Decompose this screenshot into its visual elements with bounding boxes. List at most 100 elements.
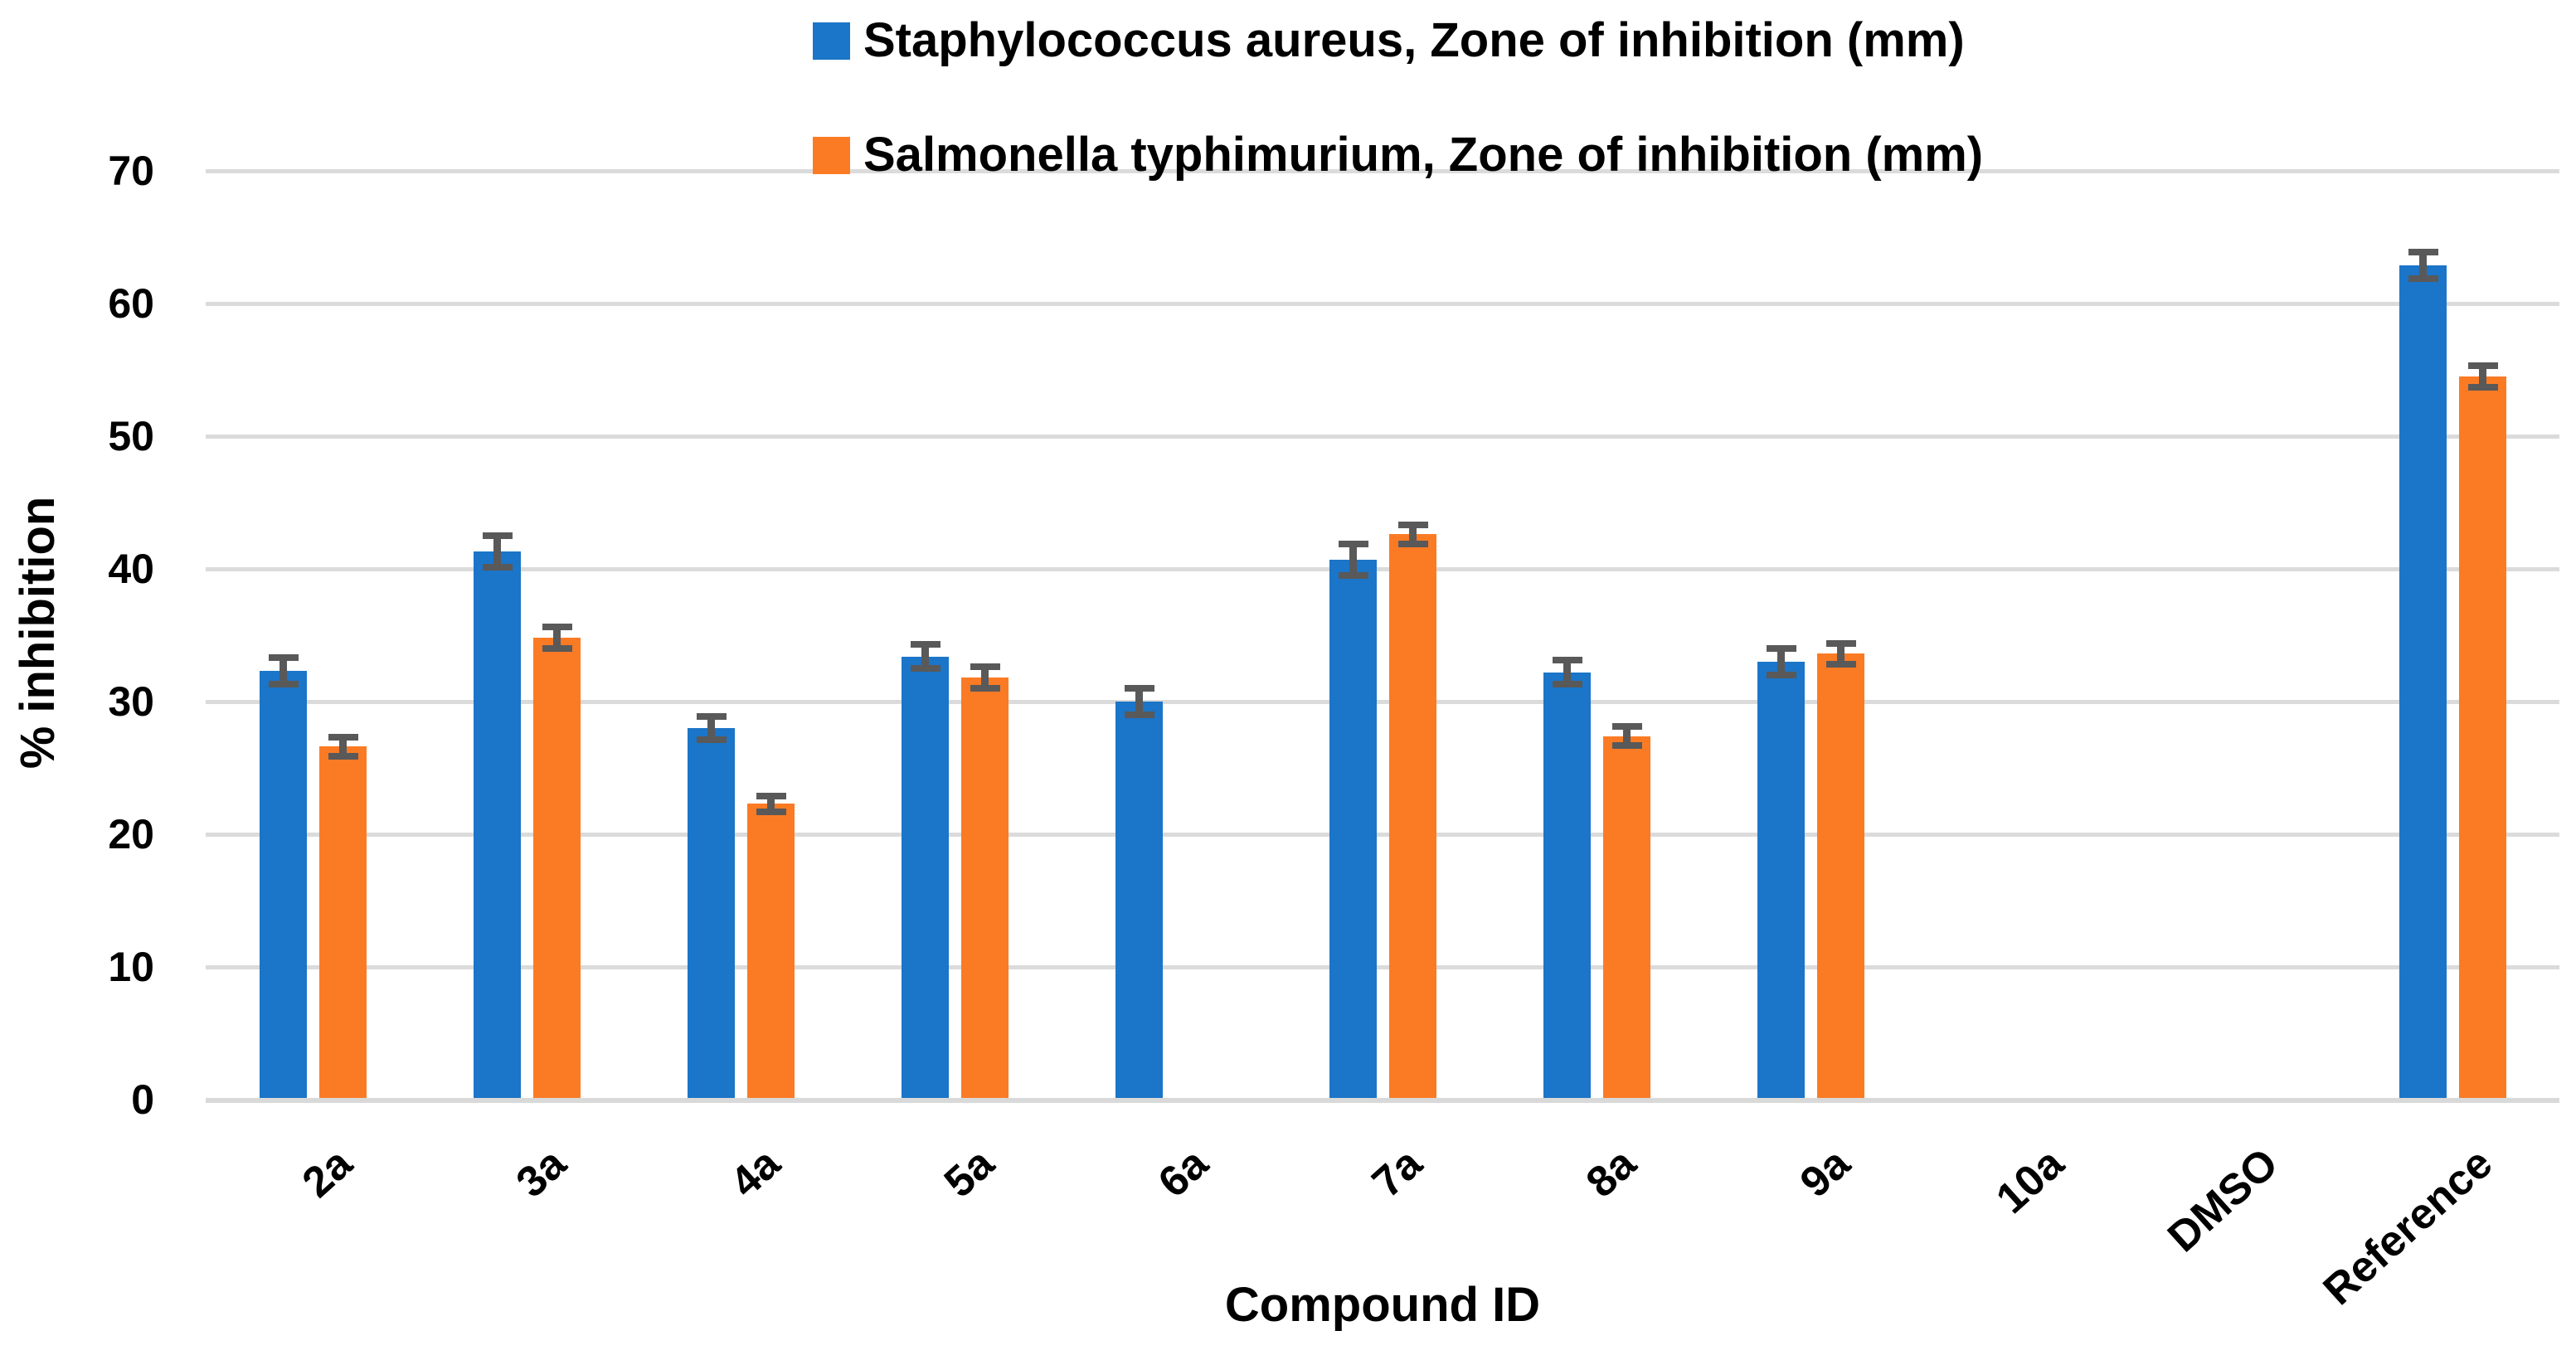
error-cap-bottom-staphylococcus-2a [268, 681, 299, 688]
gridline [206, 302, 2559, 306]
bar-staphylococcus-reference [2399, 265, 2447, 1098]
error-cap-bottom-salmonella-reference [2467, 383, 2498, 391]
bar-staphylococcus-5a [902, 656, 949, 1098]
x-axis-line [206, 1098, 2559, 1103]
bar-salmonella-5a [961, 678, 1009, 1098]
error-bar-salmonella-5a [981, 667, 989, 688]
error-cap-top-staphylococcus-5a [910, 641, 940, 648]
error-cap-bottom-staphylococcus-5a [910, 665, 940, 672]
error-bar-staphylococcus-6a [1135, 688, 1143, 715]
x-category-label-7a: 7a [1363, 1139, 1431, 1207]
error-bar-staphylococcus-5a [921, 644, 929, 668]
y-tick-label: 40 [108, 546, 154, 592]
error-cap-bottom-salmonella-3a [542, 645, 572, 652]
legend-item-staphylococcus: Staphylococcus aureus, Zone of inhibitio… [813, 17, 1965, 65]
bar-staphylococcus-3a [474, 551, 521, 1098]
bar-staphylococcus-6a [1115, 702, 1163, 1098]
x-category-label-8a: 8a [1577, 1139, 1645, 1207]
error-bar-salmonella-2a [339, 737, 347, 756]
bar-staphylococcus-8a [1543, 672, 1591, 1098]
bar-staphylococcus-9a [1757, 662, 1805, 1098]
error-cap-top-staphylococcus-reference [2408, 248, 2438, 255]
error-cap-top-staphylococcus-6a [1124, 685, 1154, 692]
gridline [206, 567, 2559, 571]
error-bar-salmonella-9a [1837, 643, 1845, 665]
gridline [206, 833, 2559, 837]
error-cap-bottom-salmonella-8a [1611, 741, 1642, 749]
error-cap-bottom-salmonella-4a [756, 808, 786, 815]
y-tick-label: 50 [108, 413, 154, 459]
bar-salmonella-9a [1817, 653, 1864, 1098]
error-bar-staphylococcus-3a [493, 536, 501, 568]
x-category-label-2a: 2a [294, 1139, 362, 1207]
error-cap-bottom-staphylococcus-7a [1338, 572, 1368, 579]
y-tick-label: 70 [108, 148, 154, 194]
legend-swatch-salmonella-icon [813, 136, 850, 174]
y-tick-label: 60 [108, 280, 154, 327]
bar-staphylococcus-2a [260, 671, 307, 1098]
error-cap-bottom-staphylococcus-reference [2408, 274, 2438, 282]
error-cap-bottom-staphylococcus-6a [1124, 711, 1154, 718]
x-category-label-10a: 10a [1987, 1139, 2073, 1223]
bar-salmonella-2a [319, 746, 367, 1098]
error-cap-top-staphylococcus-8a [1552, 657, 1582, 664]
error-cap-bottom-staphylococcus-4a [696, 736, 727, 744]
gridline [206, 169, 2559, 173]
error-bar-salmonella-3a [553, 627, 561, 648]
bar-salmonella-7a [1389, 534, 1436, 1098]
bar-salmonella-reference [2459, 376, 2506, 1098]
error-cap-top-salmonella-2a [328, 734, 358, 741]
bar-staphylococcus-4a [688, 728, 735, 1098]
error-cap-top-salmonella-9a [1825, 639, 1856, 647]
gridline [206, 435, 2559, 439]
error-bar-staphylococcus-8a [1563, 660, 1571, 685]
error-bar-staphylococcus-7a [1349, 543, 1357, 576]
y-tick-label: 30 [108, 678, 154, 725]
x-category-label-3a: 3a [508, 1139, 576, 1207]
x-category-label-6a: 6a [1149, 1139, 1218, 1207]
bar-salmonella-4a [747, 804, 795, 1098]
bar-staphylococcus-7a [1329, 559, 1377, 1098]
error-bar-staphylococcus-9a [1777, 648, 1785, 675]
legend-swatch-staphylococcus-icon [813, 22, 850, 60]
x-axis-title: Compound ID [1224, 1278, 1541, 1332]
error-cap-top-salmonella-3a [542, 624, 572, 631]
gridline [206, 700, 2559, 704]
legend-label-staphylococcus: Staphylococcus aureus, Zone of inhibitio… [863, 13, 1965, 67]
error-cap-top-salmonella-8a [1611, 723, 1642, 731]
error-cap-top-salmonella-4a [756, 792, 786, 799]
bar-salmonella-8a [1603, 736, 1650, 1098]
error-cap-bottom-salmonella-7a [1397, 540, 1428, 547]
error-bar-salmonella-reference [2479, 366, 2486, 387]
error-cap-top-staphylococcus-9a [1766, 645, 1796, 652]
y-axis-title: % inhibition [11, 496, 65, 770]
error-bar-salmonella-8a [1623, 726, 1631, 745]
error-cap-top-salmonella-reference [2467, 362, 2498, 370]
x-category-label-reference: Reference [2314, 1139, 2501, 1315]
error-cap-bottom-salmonella-9a [1825, 661, 1856, 668]
error-cap-top-salmonella-7a [1397, 522, 1428, 529]
x-category-label-dmso: DMSO [2159, 1139, 2287, 1262]
error-cap-top-staphylococcus-3a [482, 532, 513, 539]
error-cap-bottom-staphylococcus-8a [1552, 681, 1582, 688]
error-cap-bottom-salmonella-5a [970, 685, 1000, 692]
x-category-label-5a: 5a [936, 1139, 1004, 1207]
error-cap-bottom-salmonella-2a [328, 752, 358, 760]
error-cap-top-staphylococcus-7a [1338, 540, 1368, 547]
error-bar-salmonella-4a [767, 795, 775, 812]
legend-item-salmonella: Salmonella typhimurium, Zone of inhibiti… [813, 131, 1983, 179]
error-cap-bottom-staphylococcus-9a [1766, 672, 1796, 678]
error-cap-bottom-staphylococcus-3a [482, 564, 513, 571]
error-bar-staphylococcus-2a [279, 658, 287, 685]
x-category-label-4a: 4a [722, 1139, 790, 1207]
error-bar-staphylococcus-reference [2419, 251, 2427, 279]
legend-label-salmonella: Salmonella typhimurium, Zone of inhibiti… [863, 128, 1984, 182]
error-cap-top-staphylococcus-4a [696, 712, 727, 720]
error-bar-staphylococcus-4a [707, 716, 715, 741]
bar-salmonella-3a [533, 638, 581, 1098]
